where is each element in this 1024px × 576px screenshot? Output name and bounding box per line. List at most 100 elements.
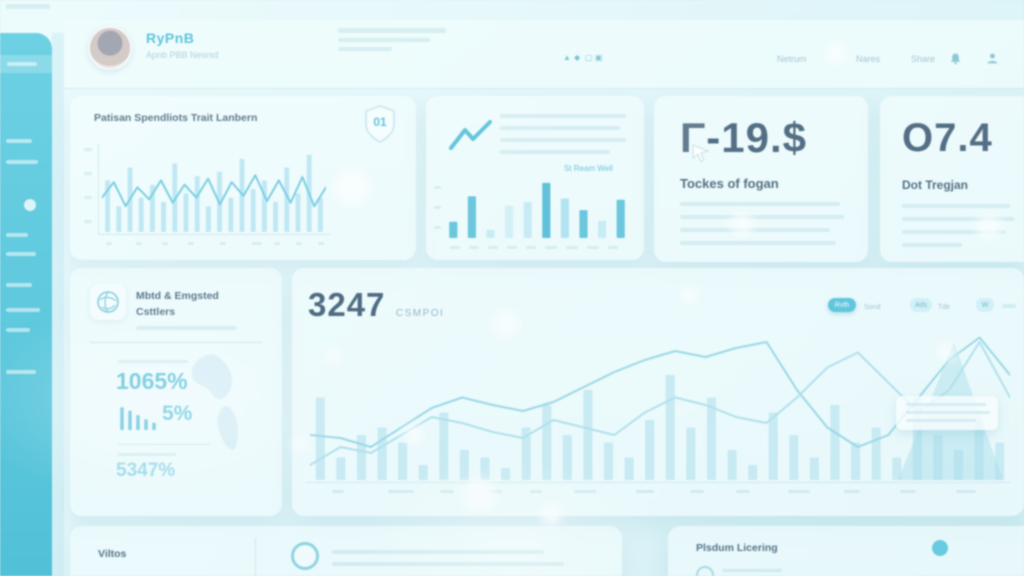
stat-caption: [118, 360, 188, 363]
y-tick: [84, 148, 92, 151]
user-avatar[interactable]: [88, 26, 132, 70]
status-dot-icon[interactable]: [932, 540, 948, 556]
diamond-icon[interactable]: ◆: [574, 53, 581, 62]
bokeh-circle: [404, 424, 424, 444]
blurred-text-line: [500, 114, 626, 118]
bokeh-circle: [540, 504, 562, 526]
y-tick: [84, 220, 92, 223]
stream-link[interactable]: St Ream Well: [564, 164, 613, 173]
overview-unit: CSMPOI: [395, 308, 445, 319]
nav-item[interactable]: Netrum: [777, 54, 807, 64]
x-tick-label: [956, 490, 976, 493]
blurred-text-line: [136, 326, 236, 330]
card-title: Viltos: [98, 548, 127, 560]
sidebar-item[interactable]: [6, 370, 36, 374]
blurred-text-line: [680, 241, 836, 245]
y-axis: [98, 144, 99, 234]
shield-badge: 01: [363, 104, 397, 144]
sidebar-item[interactable]: [6, 328, 30, 332]
blurred-text-line: [500, 150, 610, 154]
toggle-active[interactable]: Rvth: [828, 298, 856, 312]
counter-primary: 1065%: [116, 368, 188, 394]
toggle-active[interactable]: W: [976, 298, 994, 312]
x-tick-label: [788, 490, 810, 493]
blurred-text-line: [906, 403, 986, 406]
blurred-text-line: [680, 215, 844, 219]
nav-item[interactable]: Share: [911, 54, 936, 64]
sidebar-rail: [52, 33, 64, 576]
stat-caption: [118, 453, 176, 456]
card-title: Plsdum Licering: [696, 542, 778, 554]
card-overview: 3247 CSMPOI Rvth Sond Ads Tde W: [292, 268, 1024, 516]
sidebar-item[interactable]: [6, 283, 32, 287]
user-icon[interactable]: [986, 52, 999, 70]
x-tick: [507, 246, 517, 249]
sidebar-item[interactable]: [6, 139, 32, 143]
bokeh-circle: [976, 214, 1002, 240]
bokeh-circle: [326, 348, 342, 364]
stream-chart: [444, 180, 630, 238]
x-tick: [608, 246, 618, 249]
sidebar-item-active[interactable]: [0, 55, 52, 73]
x-tick-label: [900, 490, 916, 493]
stat-value: -19.$: [706, 114, 807, 161]
x-tick: [566, 246, 578, 249]
blurred-text-line: [338, 38, 430, 42]
blurred-text-line: [722, 569, 782, 572]
blurred-text-line: [902, 217, 1014, 221]
card-title-line1: Mbtd & Emgsted: [136, 290, 219, 302]
x-tick: [545, 246, 557, 249]
sidebar-item[interactable]: [6, 160, 38, 164]
x-tick-label: [332, 490, 344, 493]
sidebar: [0, 33, 52, 576]
nav-item[interactable]: Nares: [856, 54, 881, 64]
blurred-text-line: [680, 202, 840, 206]
y-tick: [434, 226, 441, 229]
blurred-text-line: [6, 4, 50, 9]
grid-icon[interactable]: ▢: [585, 53, 593, 62]
blurred-text-line: [500, 138, 626, 142]
toggle-active[interactable]: Ads: [910, 298, 932, 312]
blurred-text-line: [7, 62, 37, 66]
list-icon[interactable]: ▣: [595, 53, 603, 62]
card-tockes: Γ-19.$ Tockes of fogan: [654, 96, 868, 262]
blurred-text-line: [338, 28, 446, 33]
card-viltos: Viltos: [70, 526, 622, 576]
toggle-option[interactable]: Tde: [938, 304, 951, 311]
x-tick-label: [388, 490, 414, 493]
x-tick: [188, 242, 194, 245]
badge-value: 01: [373, 115, 387, 129]
sidebar-dot-icon[interactable]: [24, 199, 36, 211]
y-tick: [434, 186, 441, 189]
x-tick: [469, 246, 479, 249]
overview-chart: [310, 330, 1010, 480]
globe-icon: [90, 284, 126, 320]
x-tick-label: [530, 490, 542, 493]
sidebar-item[interactable]: [6, 308, 40, 312]
bokeh-circle: [826, 44, 846, 64]
x-axis: [306, 482, 1010, 483]
x-tick: [296, 242, 302, 245]
header: RyPnB Apnb PBB Nesrsd ▲ ◆ ▢ ▣ Netrum Nar…: [64, 20, 1024, 89]
trait-chart: [102, 146, 326, 232]
sidebar-item[interactable]: [6, 233, 28, 237]
progress-ring-icon[interactable]: [291, 542, 319, 570]
overview-value: 3247: [308, 286, 386, 323]
x-tick-label: [844, 490, 860, 493]
toggle-option[interactable]: Sond: [864, 304, 881, 311]
stat-label: Tockes of fogan: [680, 176, 779, 191]
sidebar-item[interactable]: [6, 252, 36, 256]
toggle-option[interactable]: [1002, 304, 1016, 308]
bokeh-circle: [462, 478, 496, 512]
divider: [90, 342, 262, 343]
triangle-icon[interactable]: ▲: [563, 53, 571, 62]
x-tick: [252, 242, 262, 245]
blurred-text-line: [902, 204, 1010, 208]
card-license: Plsdum Licering: [668, 526, 1024, 576]
x-tick: [220, 242, 226, 245]
blurred-text-line: [332, 550, 544, 554]
bell-icon[interactable]: [949, 52, 962, 70]
x-tick: [450, 246, 460, 249]
blurred-text-line: [500, 126, 620, 130]
